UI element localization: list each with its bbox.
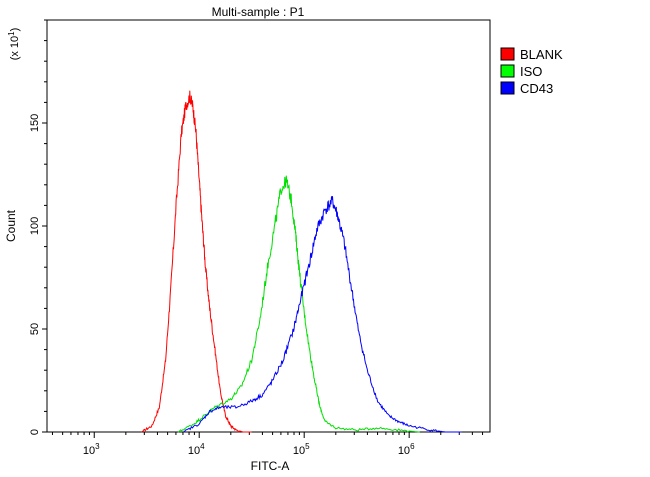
y-scale-note: (x 101) — [7, 28, 21, 61]
series-line-iso — [177, 175, 420, 433]
legend-swatch-blank — [500, 47, 515, 61]
y-tick-label-0: 0 — [29, 429, 41, 435]
y-scale-exp: 1 — [7, 31, 16, 36]
series-line-cd43 — [183, 196, 462, 433]
chart-title: Multi-sample : P1 — [212, 5, 305, 19]
y-tick-label-3: 150 — [29, 114, 41, 132]
x-tick-label-3: 106 — [398, 442, 415, 457]
series-layer — [141, 90, 462, 433]
x-tick-label-1: 104 — [188, 442, 205, 457]
x-tick-label-2: 105 — [293, 442, 310, 457]
legend: BLANK ISO CD43 — [500, 47, 563, 96]
legend-label-cd43: CD43 — [520, 81, 553, 96]
legend-swatch-iso — [500, 64, 515, 78]
x-axis-ticks: 103 104 105 106 — [51, 432, 484, 457]
x-axis-title: FITC-A — [251, 459, 290, 473]
y-axis-title: Count — [4, 209, 18, 242]
svg-text:(x 101): (x 101) — [7, 28, 21, 61]
legend-label-blank: BLANK — [520, 47, 563, 62]
y-scale-note-text: (x 10 — [9, 36, 21, 60]
y-axis-ticks: 0 50 100 150 — [29, 19, 47, 435]
legend-label-iso: ISO — [520, 64, 542, 79]
series-line-blank — [141, 90, 252, 433]
legend-swatch-cd43 — [500, 81, 515, 95]
x-tick-label-0: 103 — [83, 442, 100, 457]
plot-frame — [46, 19, 491, 433]
y-tick-label-2: 100 — [29, 217, 41, 235]
y-tick-label-1: 50 — [29, 323, 41, 335]
